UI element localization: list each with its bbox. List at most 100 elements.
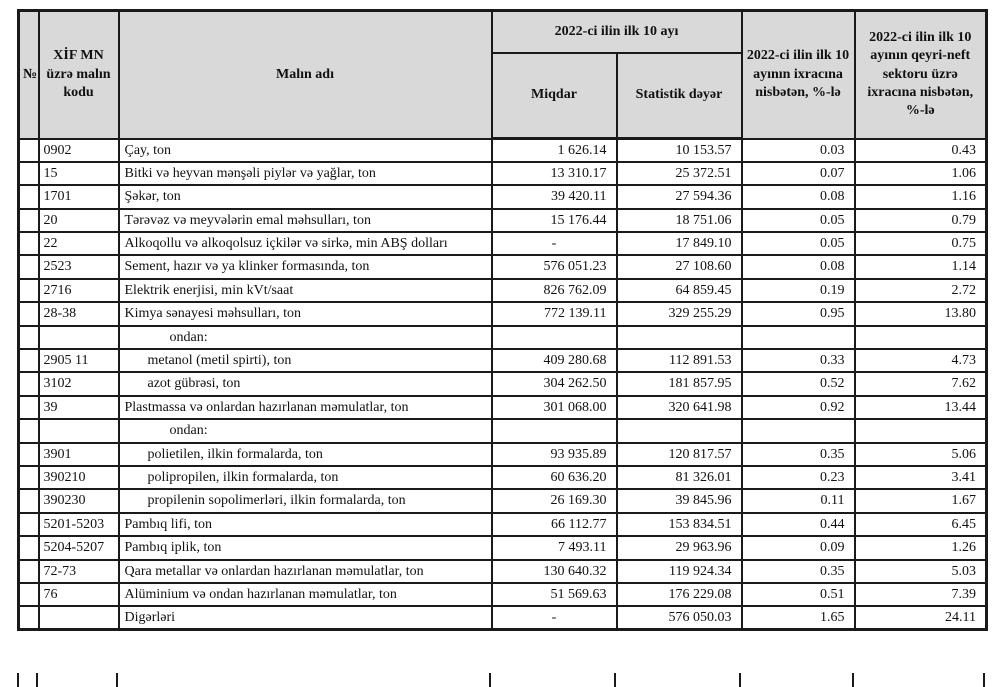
cell-share-nonoil: 7.39: [853, 581, 988, 608]
cell-no: [17, 254, 40, 280]
cell-quantity: 66 112.77: [490, 511, 618, 538]
cell-code: 390230: [37, 488, 120, 514]
cell-code: 76: [37, 581, 120, 608]
cell-code: 22: [37, 231, 120, 257]
cell-share-nonoil: 5.03: [853, 558, 988, 584]
cell-code: 5201-5203: [37, 511, 120, 538]
table-gridline-stub: [116, 673, 118, 687]
cell-no: [17, 558, 40, 584]
cell-code: 2905 11: [37, 347, 120, 374]
cutoff-next-row-stubs: [0, 673, 1000, 687]
cell-stat-value: 176 229.08: [615, 581, 743, 608]
table-gridline-stub: [739, 673, 741, 687]
cell-quantity: 304 262.50: [490, 371, 618, 397]
cell-quantity: 39 420.11: [490, 184, 618, 210]
cell-quantity: 409 280.68: [490, 347, 618, 374]
cell-code: [37, 324, 120, 351]
cell-name: Şəkər, ton: [117, 184, 493, 210]
cell-name: ondan:: [117, 324, 493, 351]
cell-share-nonoil: [853, 418, 988, 444]
cell-name: Digərləri: [117, 605, 493, 631]
cell-name: Pambıq lifi, ton: [117, 511, 493, 538]
table-row: 2716 Elektrik enerjisi, min kVt/saat 826 7…: [17, 277, 988, 304]
cell-quantity: [490, 324, 618, 351]
table-row: ondan:: [17, 324, 988, 351]
cell-stat-value: 181 857.95: [615, 371, 743, 397]
cell-quantity: 130 640.32: [490, 558, 618, 584]
cell-code: 5204-5207: [37, 535, 120, 561]
cell-share-nonoil: 1.67: [853, 488, 988, 514]
cell-no: [17, 137, 40, 163]
table-row: 390210 polipropilen, ilkin formalarda, to…: [17, 464, 988, 491]
cell-stat-value: 27 594.36: [615, 184, 743, 210]
cell-quantity: 576 051.23: [490, 254, 618, 280]
cell-stat-value: 153 834.51: [615, 511, 743, 538]
cell-stat-value: [615, 324, 743, 351]
table-header: № XİF MN üzrə malın kodu Malın adı 2022-…: [17, 9, 988, 140]
header-period-group: 2022-ci ilin ilk 10 ayı: [490, 9, 743, 54]
cell-quantity: -: [490, 231, 618, 257]
cell-share-nonoil: 4.73: [853, 347, 988, 374]
cell-no: [17, 231, 40, 257]
table-gridline-stub: [489, 673, 491, 687]
cell-share-total: 0.08: [740, 254, 856, 280]
cell-name: metanol (metil spirti), ton: [117, 347, 493, 374]
cell-stat-value: 119 924.34: [615, 558, 743, 584]
cell-name: Qara metallar və onlardan hazırlanan məm…: [117, 558, 493, 584]
cell-share-total: 0.35: [740, 441, 856, 467]
cell-share-nonoil: 6.45: [853, 511, 988, 538]
cell-no: [17, 418, 40, 444]
cell-stat-value: 320 641.98: [615, 394, 743, 421]
header-share-nonoil-export: 2022-ci ilin ilk 10 ayının qeyri-neft se…: [853, 9, 988, 140]
cell-quantity: 60 636.20: [490, 464, 618, 491]
cell-name: azot gübrəsi, ton: [117, 371, 493, 397]
cell-stat-value: 64 859.45: [615, 277, 743, 304]
cell-share-nonoil: 0.43: [853, 137, 988, 163]
cell-no: [17, 160, 40, 187]
cell-name: Kimya sənayesi məhsulları, ton: [117, 301, 493, 327]
table-row: 1701 Şəkər, ton 39 420.11 27 594.36 0.08 1.16: [17, 184, 988, 210]
cell-name: Bitki və heyvan mənşəli piylər və yağlar…: [117, 160, 493, 187]
cell-code: 39: [37, 394, 120, 421]
cell-share-total: 0.95: [740, 301, 856, 327]
table-row: 15 Bitki və heyvan mənşəli piylər və yağl…: [17, 160, 988, 187]
cell-no: [17, 464, 40, 491]
cell-stat-value: 120 817.57: [615, 441, 743, 467]
cell-quantity: -: [490, 605, 618, 631]
cell-share-nonoil: 0.79: [853, 207, 988, 234]
table-row: 3102 azot gübrəsi, ton 304 262.50 181 857.9…: [17, 371, 988, 397]
cell-no: [17, 371, 40, 397]
table-row: 28-38 Kimya sənayesi məhsulları, ton 772 1…: [17, 301, 988, 327]
cell-name: Plastmassa və onlardan hazırlanan məmula…: [117, 394, 493, 421]
cell-stat-value: 112 891.53: [615, 347, 743, 374]
cell-quantity: 772 139.11: [490, 301, 618, 327]
cell-name: Sement, hazır və ya klinker formasında, …: [117, 254, 493, 280]
cell-code: 72-73: [37, 558, 120, 584]
cell-no: [17, 277, 40, 304]
cell-no: [17, 581, 40, 608]
cell-stat-value: 27 108.60: [615, 254, 743, 280]
table-row: 22 Alkoqollu və alkoqolsuz içkilər və sir…: [17, 231, 988, 257]
cell-share-nonoil: 1.14: [853, 254, 988, 280]
cell-code: 15: [37, 160, 120, 187]
cell-quantity: 13 310.17: [490, 160, 618, 187]
export-table: № XİF MN üzrə malın kodu Malın adı 2022-…: [17, 9, 988, 632]
header-product-name: Malın adı: [117, 9, 493, 140]
cell-stat-value: 81 326.01: [615, 464, 743, 491]
table-row: 2523 Sement, hazır və ya klinker formasın…: [17, 254, 988, 280]
cell-share-nonoil: 3.41: [853, 464, 988, 491]
cell-code: [37, 418, 120, 444]
cell-quantity: 51 569.63: [490, 581, 618, 608]
cell-stat-value: [615, 418, 743, 444]
cell-quantity: 7 493.11: [490, 535, 618, 561]
cell-share-nonoil: 13.80: [853, 301, 988, 327]
table-row: 0902 Çay, ton 1 626.14 10 153.57 0.03 0.43: [17, 137, 988, 163]
cell-no: [17, 605, 40, 631]
cell-share-nonoil: 24.11: [853, 605, 988, 631]
cell-share-total: 0.05: [740, 207, 856, 234]
cell-name: propilenin sopolimerləri, ilkin formalar…: [117, 488, 493, 514]
table-row: 390230 propilenin sopolimerləri, ilkin fo…: [17, 488, 988, 514]
cell-stat-value: 29 963.96: [615, 535, 743, 561]
cell-name: polietilen, ilkin formalarda, ton: [117, 441, 493, 467]
cell-share-nonoil: 7.62: [853, 371, 988, 397]
